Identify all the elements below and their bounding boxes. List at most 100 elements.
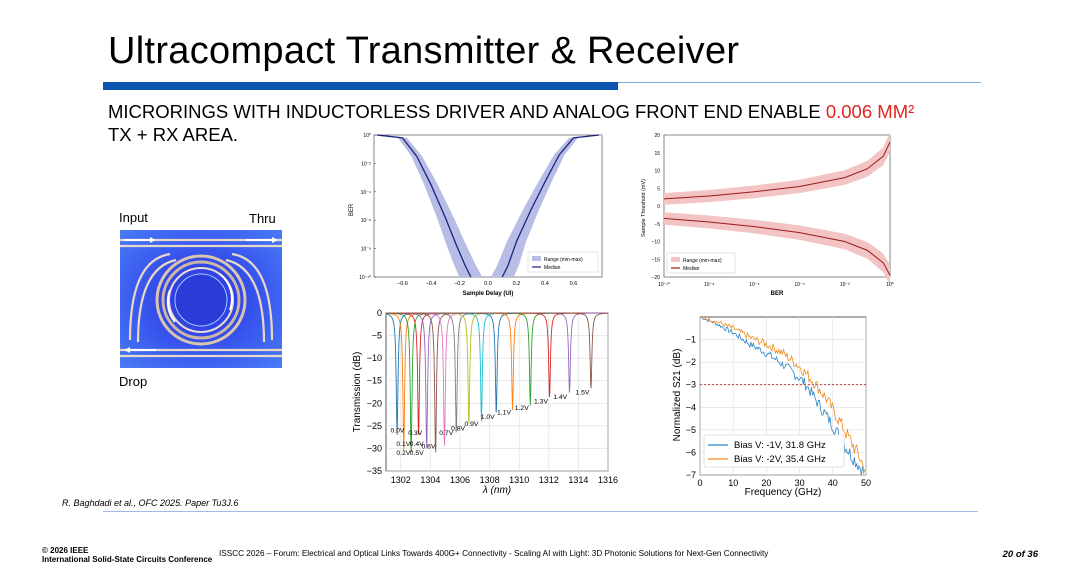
median-line xyxy=(663,141,891,200)
x-tick-label: −0.4 xyxy=(426,281,437,287)
bias-label: 0.9V xyxy=(464,421,478,428)
y-tick-label: −5 xyxy=(654,222,660,228)
y-tick-label: −6 xyxy=(686,447,696,457)
x-tick-label: 10⁰ xyxy=(886,282,894,288)
x-tick-label: 1306 xyxy=(450,475,470,485)
range-area xyxy=(490,135,604,277)
x-tick-label: 10⁻⁴ xyxy=(794,282,804,288)
legend-label-1: Bias V: -1V, 31.8 GHz xyxy=(734,440,826,451)
footer-conference: ISSCC 2026 – Forum: Electrical and Optic… xyxy=(219,549,769,558)
x-tick-label: 10 xyxy=(728,478,738,488)
x-tick-label: 0.6 xyxy=(570,281,578,287)
y-tick-label: 10 xyxy=(654,169,660,175)
s21-series-1 xyxy=(700,317,866,476)
y-axis-label: Transmission (dB) xyxy=(352,352,363,433)
legend-range: Range (min-max) xyxy=(683,258,722,264)
transmission-chart: 0.0V 0.1V 0.2V 0.3V 0.4V 0.5V0.6V0.7V0.8V0.9V… xyxy=(352,308,618,496)
bias-label: 1.2V xyxy=(515,405,529,412)
y-tick-label: −3 xyxy=(686,380,696,390)
resonance-1.5V xyxy=(386,312,609,389)
y-tick-label: −15 xyxy=(652,257,661,263)
range-area xyxy=(664,132,890,205)
slide-title: Ultracompact Transmitter & Receiver xyxy=(108,30,740,72)
y-tick-label: 10⁻² xyxy=(361,161,371,167)
y-tick-label: −35 xyxy=(367,466,382,476)
x-tick-label: 10⁻² xyxy=(840,282,850,288)
x-tick-label: −0.6 xyxy=(397,281,408,287)
y-tick-label: 10⁻¹⁰ xyxy=(359,275,371,281)
x-tick-label: 10⁻⁸ xyxy=(704,282,714,288)
x-tick-label: 50 xyxy=(861,478,871,488)
subtitle-text: MICRORINGS WITH INDUCTORLESS DRIVER AND … xyxy=(108,101,826,122)
x-axis-label: Sample Delay (UI) xyxy=(463,291,514,297)
x-tick-label: −0.2 xyxy=(454,281,465,287)
title-underline-thin xyxy=(618,82,981,83)
legend: Range (min-max) Median xyxy=(527,251,599,273)
y-tick-label: −1 xyxy=(686,335,696,345)
legend-label-2: Bias V: -2V, 35.4 GHz xyxy=(734,454,826,465)
ring-input-label: Input xyxy=(119,210,148,225)
y-tick-label: −5 xyxy=(372,331,382,341)
legend: Range (min-max) Median xyxy=(666,252,736,274)
x-tick-label: 20 xyxy=(761,478,771,488)
x-tick-label: 0.2 xyxy=(513,281,521,287)
range-area xyxy=(664,212,890,286)
bias-label: 0.8V xyxy=(451,425,465,432)
median-line xyxy=(376,134,472,278)
copyright-line-2: International Solid-State Circuits Confe… xyxy=(42,555,213,564)
y-tick-label: −15 xyxy=(367,376,382,386)
range-band xyxy=(664,132,890,286)
s21-series-2 xyxy=(700,315,866,473)
ring-drop-label: Drop xyxy=(119,374,148,389)
subtitle-text-2: TX + RX AREA. xyxy=(108,124,239,145)
legend-swatch-range xyxy=(671,257,680,262)
y-axis-label: Sample Threshold (mV) xyxy=(641,179,647,237)
page-number: 20 of 36 xyxy=(1002,549,1038,560)
y-tick-label: −5 xyxy=(686,425,696,435)
x-tick-label: 1304 xyxy=(420,475,440,485)
x-tick-label: 1308 xyxy=(480,475,500,485)
bias-label: 0.4V xyxy=(410,441,424,448)
x-axis-label: λ (nm) xyxy=(482,485,511,496)
y-tick-label: −20 xyxy=(367,398,382,408)
x-tick-label: 0.0 xyxy=(484,281,492,287)
x-axis-label: BER xyxy=(771,291,784,297)
y-tick-label: −30 xyxy=(367,443,382,453)
bias-label: 0.1V xyxy=(396,441,410,448)
y-tick-label: 15 xyxy=(654,151,660,157)
y-tick-label: 20 xyxy=(654,133,660,139)
y-tick-label: 10⁻⁸ xyxy=(361,247,371,253)
copyright-line-1: © 2026 IEEE xyxy=(42,546,89,555)
legend-range: Range (min-max) xyxy=(544,257,583,263)
x-tick-label: 0.4 xyxy=(541,281,549,287)
x-tick-label: 1302 xyxy=(391,475,411,485)
x-tick-label: 10⁻¹⁰ xyxy=(658,282,670,288)
bias-label: 1.4V xyxy=(553,394,567,401)
legend-median: Median xyxy=(683,266,700,272)
legend-median: Median xyxy=(544,265,561,271)
bias-label: 0.3V xyxy=(408,430,422,437)
microring-micrograph xyxy=(120,230,282,368)
y-tick-label: 0 xyxy=(377,308,382,318)
copyright: © 2026 IEEE International Solid-State Ci… xyxy=(42,546,212,564)
citation: R. Baghdadi et al., OFC 2025. Paper Tu3J… xyxy=(62,498,239,508)
footer-divider xyxy=(103,511,978,512)
x-tick-label: 1310 xyxy=(509,475,529,485)
y-tick-label: −2 xyxy=(686,357,696,367)
y-tick-label: −4 xyxy=(686,402,696,412)
y-tick-label: −10 xyxy=(367,353,382,363)
y-tick-label: 0 xyxy=(657,204,660,210)
x-tick-label: 1316 xyxy=(598,475,618,485)
x-tick-label: 30 xyxy=(795,478,805,488)
bias-label: 0.7V xyxy=(439,430,453,437)
bias-label: 1.1V xyxy=(497,410,511,417)
bias-label: 1.5V xyxy=(575,389,589,396)
x-tick-label: 1312 xyxy=(539,475,559,485)
y-tick-label: 10⁻⁴ xyxy=(361,190,371,196)
y-axis-label: Normalized S21 (dB) xyxy=(672,349,683,442)
median-line xyxy=(663,217,891,276)
y-tick-label: −10 xyxy=(652,240,661,246)
bias-label: 0.6V xyxy=(422,443,436,450)
bias-label: 0.2V xyxy=(396,450,410,457)
title-underline xyxy=(103,82,618,90)
